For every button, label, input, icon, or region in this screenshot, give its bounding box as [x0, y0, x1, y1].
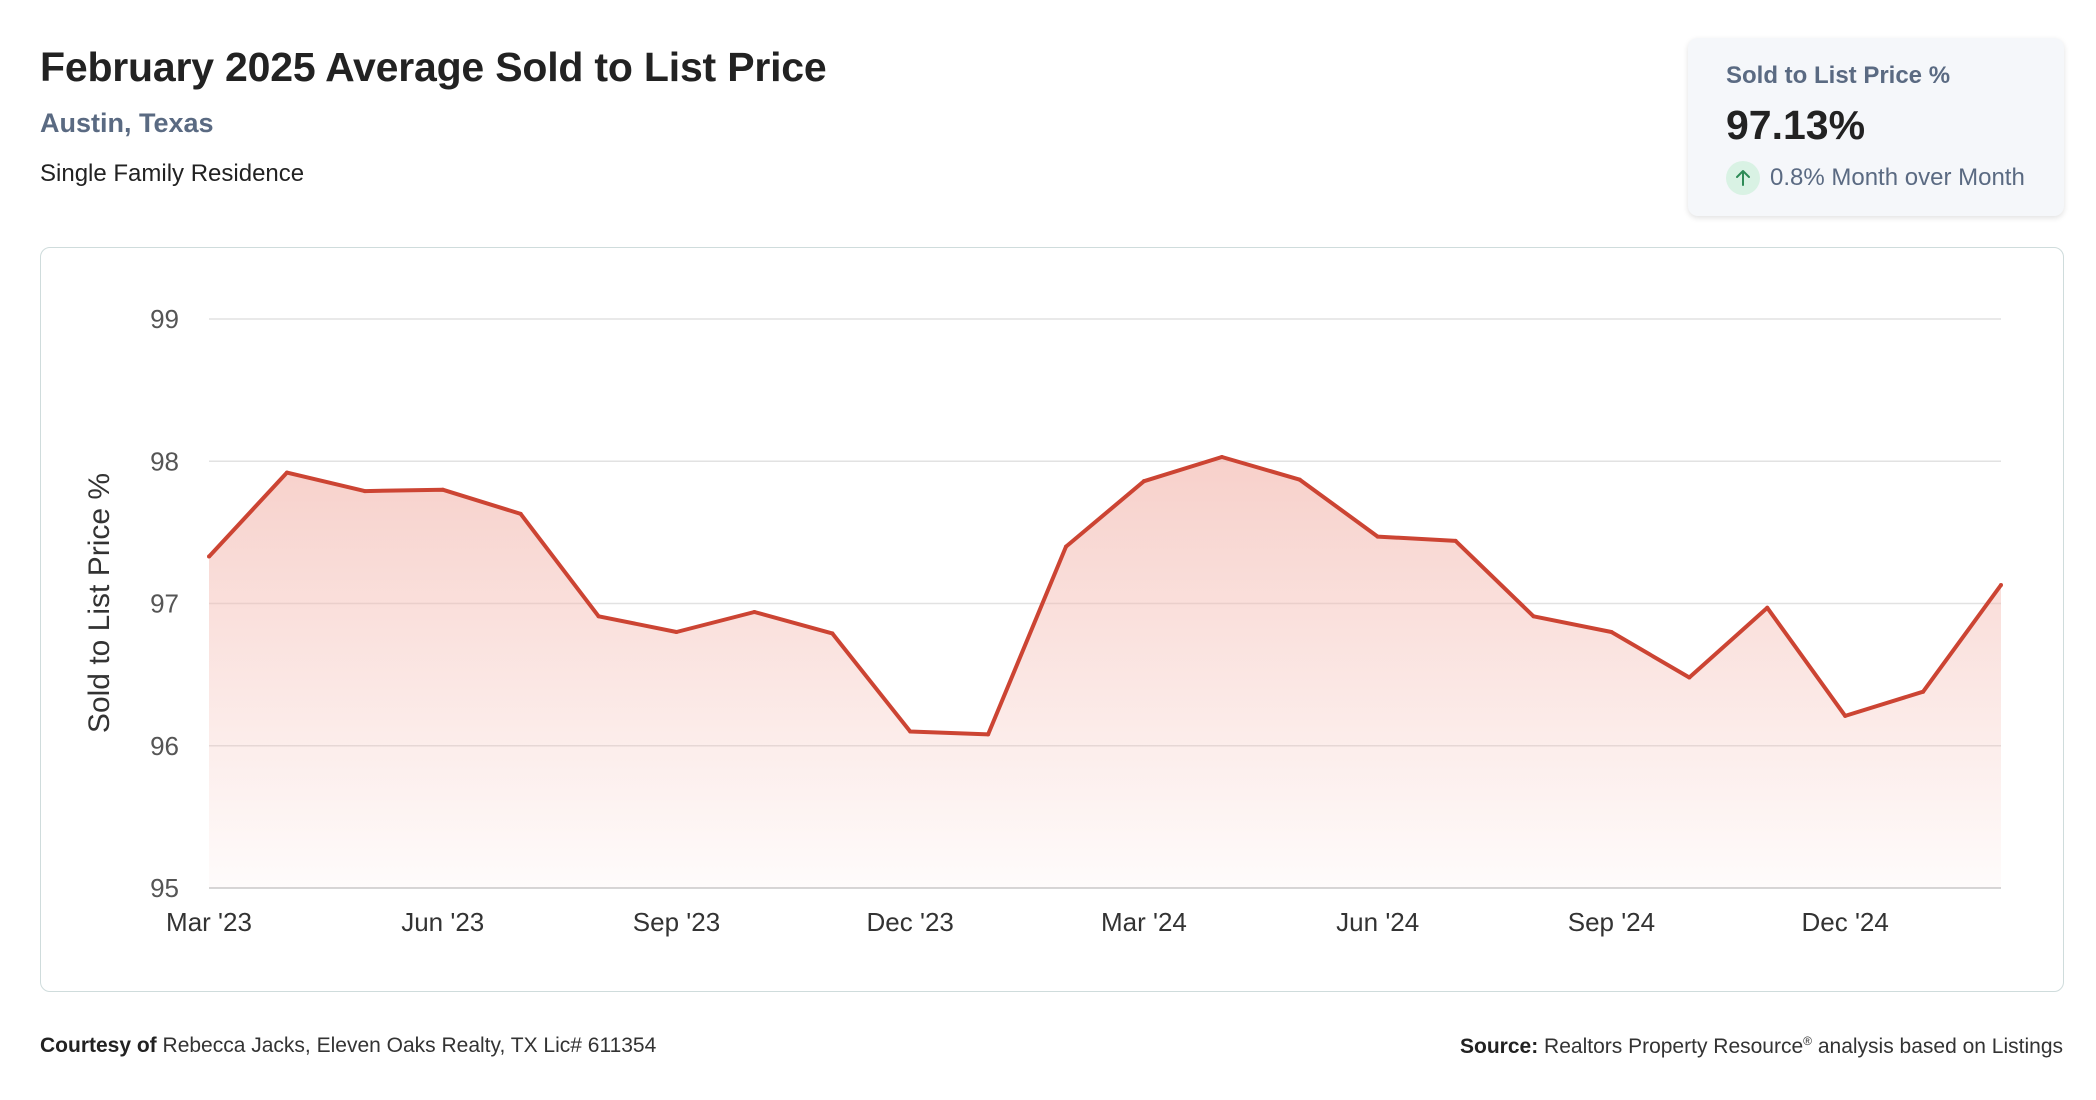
y-tick-label: 96	[150, 731, 179, 761]
y-tick-label: 95	[150, 873, 179, 903]
arrow-up-icon	[1726, 161, 1760, 195]
x-tick-label: Mar '23	[166, 907, 252, 937]
data-point[interactable]: Dec '23: 96.1	[908, 729, 913, 734]
data-point[interactable]: Nov '23: 96.79	[830, 631, 835, 636]
chart-card: Mar '23: 97.33 Apr '23: 97.92 May '23: 97.…	[40, 247, 2064, 992]
x-tick-label: Mar '24	[1101, 907, 1187, 937]
property-type-label: Single Family Residence	[40, 160, 305, 187]
data-point[interactable]: Apr '23: 97.92	[284, 470, 289, 475]
data-point[interactable]: Jul '24: 97.44	[1453, 538, 1458, 543]
location-subtitle: Austin, Texas	[40, 108, 214, 138]
data-point[interactable]: Oct '23: 96.94	[752, 610, 757, 615]
data-point[interactable]: Jun '24: 97.47	[1375, 534, 1380, 539]
stat-card: Sold to List Price % 97.13% 0.8% Month o…	[1688, 38, 2064, 216]
page-title: February 2025 Average Sold to List Price	[40, 44, 827, 90]
data-point[interactable]: Jun '23: 97.8	[440, 487, 445, 492]
data-point[interactable]: Aug '24: 96.91	[1531, 614, 1536, 619]
data-point[interactable]: Aug '23: 96.91	[596, 614, 601, 619]
data-point[interactable]: Mar '23: 97.33	[207, 554, 211, 559]
data-point[interactable]: Jul '23: 97.63	[518, 511, 523, 516]
footer-courtesy: Courtesy of Rebecca Jacks, Eleven Oaks R…	[40, 1034, 656, 1058]
data-point[interactable]: Jan '25: 96.38	[1921, 689, 1926, 694]
x-tick-label: Dec '23	[867, 907, 954, 937]
line-chart: Mar '23: 97.33 Apr '23: 97.92 May '23: 97.…	[83, 304, 2003, 937]
stat-label: Sold to List Price %	[1726, 62, 1951, 89]
data-point[interactable]: Nov '24: 96.97	[1765, 605, 1770, 610]
data-point[interactable]: Sep '24: 96.8	[1609, 629, 1614, 634]
stat-value: 97.13%	[1726, 102, 1866, 148]
data-point[interactable]: Dec '24: 96.21	[1843, 713, 1848, 718]
x-tick-label: Jun '23	[401, 907, 484, 937]
stat-change-text: 0.8% Month over Month	[1770, 164, 2025, 191]
series-area	[209, 457, 2001, 888]
data-point[interactable]: May '23: 97.79	[362, 489, 367, 494]
y-axis-label: Sold to List Price %	[83, 473, 116, 733]
source-name: Realtors Property Resource	[1544, 1035, 1804, 1058]
registered-mark: ®	[1803, 1034, 1812, 1048]
x-tick-label: Dec '24	[1802, 907, 1889, 937]
data-point[interactable]: Feb '24: 97.4	[1064, 544, 1069, 549]
y-tick-label: 98	[150, 446, 179, 476]
series-line	[207, 455, 2003, 737]
courtesy-label: Courtesy of	[40, 1034, 157, 1057]
x-tick-label: Sep '24	[1568, 907, 1655, 937]
data-point[interactable]: Jan '24: 96.08	[986, 732, 991, 737]
data-point[interactable]: Apr '24: 98.03	[1219, 454, 1224, 459]
data-point[interactable]: Feb '25: 97.13	[1999, 583, 2003, 588]
data-point[interactable]: Oct '24: 96.48	[1687, 675, 1692, 680]
data-point[interactable]: May '24: 97.87	[1297, 477, 1302, 482]
x-tick-label: Sep '23	[633, 907, 720, 937]
footer-source: Source: Realtors Property Resource® anal…	[1460, 1034, 2063, 1059]
source-text: analysis based on Listings	[1817, 1035, 2063, 1058]
stat-change: 0.8% Month over Month	[1726, 161, 2064, 195]
data-point[interactable]: Mar '24: 97.86	[1141, 479, 1146, 484]
courtesy-text: Rebecca Jacks, Eleven Oaks Realty, TX Li…	[162, 1034, 657, 1057]
y-tick-label: 99	[150, 304, 179, 334]
data-point[interactable]: Sep '23: 96.8	[674, 629, 679, 634]
source-label: Source:	[1460, 1035, 1539, 1058]
y-tick-label: 97	[150, 589, 179, 619]
x-tick-label: Jun '24	[1336, 907, 1419, 937]
